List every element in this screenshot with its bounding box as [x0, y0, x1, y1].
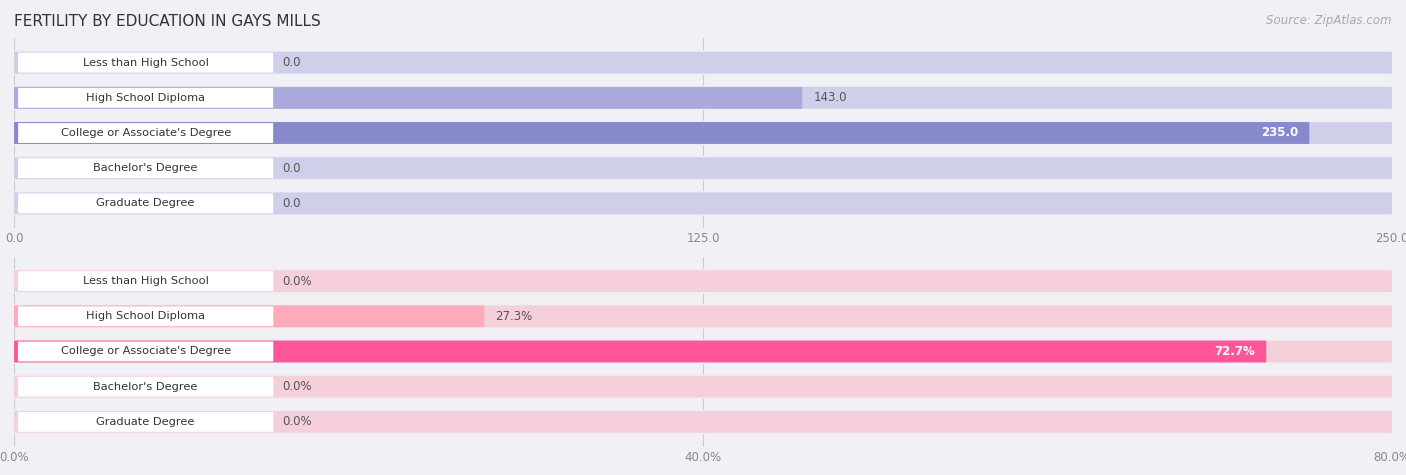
- FancyBboxPatch shape: [18, 306, 273, 326]
- Text: Bachelor's Degree: Bachelor's Degree: [93, 163, 198, 173]
- FancyBboxPatch shape: [14, 305, 484, 327]
- FancyBboxPatch shape: [14, 305, 1392, 327]
- Text: Less than High School: Less than High School: [83, 276, 208, 286]
- Text: 235.0: 235.0: [1261, 126, 1298, 140]
- FancyBboxPatch shape: [14, 411, 1392, 433]
- FancyBboxPatch shape: [14, 339, 1392, 364]
- FancyBboxPatch shape: [18, 158, 273, 178]
- FancyBboxPatch shape: [14, 270, 1392, 292]
- Text: Less than High School: Less than High School: [83, 57, 208, 67]
- Text: 0.0: 0.0: [283, 162, 301, 175]
- FancyBboxPatch shape: [14, 86, 1392, 110]
- FancyBboxPatch shape: [14, 376, 1392, 398]
- Text: 72.7%: 72.7%: [1215, 345, 1256, 358]
- Text: 0.0: 0.0: [283, 56, 301, 69]
- FancyBboxPatch shape: [18, 88, 273, 108]
- Text: Source: ZipAtlas.com: Source: ZipAtlas.com: [1267, 14, 1392, 27]
- Text: 0.0%: 0.0%: [283, 380, 312, 393]
- Text: College or Associate's Degree: College or Associate's Degree: [60, 346, 231, 357]
- Text: Bachelor's Degree: Bachelor's Degree: [93, 382, 198, 392]
- FancyBboxPatch shape: [18, 342, 273, 361]
- FancyBboxPatch shape: [18, 123, 273, 143]
- FancyBboxPatch shape: [14, 87, 1392, 109]
- Text: 0.0: 0.0: [283, 197, 301, 210]
- FancyBboxPatch shape: [18, 377, 273, 397]
- Text: 27.3%: 27.3%: [495, 310, 533, 323]
- Text: 0.0%: 0.0%: [283, 415, 312, 428]
- FancyBboxPatch shape: [14, 50, 1392, 75]
- FancyBboxPatch shape: [14, 269, 1392, 294]
- Text: 143.0: 143.0: [813, 91, 846, 104]
- FancyBboxPatch shape: [14, 409, 1392, 434]
- FancyBboxPatch shape: [14, 191, 1392, 216]
- FancyBboxPatch shape: [14, 87, 803, 109]
- FancyBboxPatch shape: [14, 157, 1392, 179]
- Text: 0.0%: 0.0%: [283, 275, 312, 288]
- Text: High School Diploma: High School Diploma: [86, 311, 205, 321]
- FancyBboxPatch shape: [14, 341, 1267, 362]
- FancyBboxPatch shape: [18, 271, 273, 291]
- Text: College or Associate's Degree: College or Associate's Degree: [60, 128, 231, 138]
- Text: FERTILITY BY EDUCATION IN GAYS MILLS: FERTILITY BY EDUCATION IN GAYS MILLS: [14, 14, 321, 29]
- FancyBboxPatch shape: [14, 52, 1392, 74]
- FancyBboxPatch shape: [18, 53, 273, 73]
- FancyBboxPatch shape: [14, 192, 1392, 214]
- FancyBboxPatch shape: [14, 156, 1392, 180]
- Text: High School Diploma: High School Diploma: [86, 93, 205, 103]
- FancyBboxPatch shape: [14, 122, 1392, 144]
- FancyBboxPatch shape: [14, 304, 1392, 329]
- Text: Graduate Degree: Graduate Degree: [97, 199, 195, 209]
- FancyBboxPatch shape: [18, 412, 273, 432]
- FancyBboxPatch shape: [14, 121, 1392, 145]
- FancyBboxPatch shape: [14, 122, 1309, 144]
- FancyBboxPatch shape: [18, 193, 273, 213]
- Text: Graduate Degree: Graduate Degree: [97, 417, 195, 427]
- FancyBboxPatch shape: [14, 341, 1392, 362]
- FancyBboxPatch shape: [14, 374, 1392, 399]
